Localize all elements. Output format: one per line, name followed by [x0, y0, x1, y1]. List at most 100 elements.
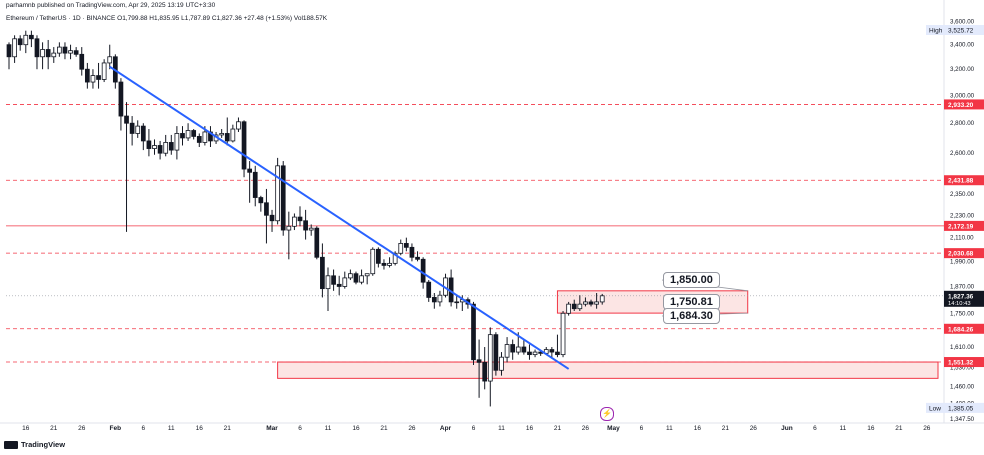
- candle-body-10: [62, 46, 68, 54]
- level-badge-3: [944, 248, 984, 259]
- candle-body-13: [79, 53, 85, 70]
- candle-body-63: [359, 275, 364, 283]
- candle-body-105: [594, 301, 599, 305]
- candle-body-18: [107, 56, 113, 64]
- time-tick-14: Apr: [440, 425, 452, 432]
- level-badge-2: [944, 220, 984, 231]
- time-tick-3: Feb: [110, 425, 122, 432]
- candle-body-0: [6, 44, 12, 58]
- candle-body-54: [308, 227, 314, 231]
- price-tick-16: 1,347.50: [950, 416, 975, 423]
- lightning-icon[interactable]: ⚡: [600, 407, 614, 421]
- time-tick-30: 21: [895, 425, 903, 432]
- candle-body-9: [57, 46, 62, 54]
- candle-body-51: [292, 216, 297, 227]
- candle-body-59: [336, 283, 342, 287]
- time-tick-0: 16: [22, 425, 30, 432]
- candle-body-17: [101, 62, 107, 80]
- candle-body-55: [314, 227, 320, 258]
- candle-body-43: [247, 168, 253, 173]
- time-tick-29: 16: [867, 425, 875, 432]
- high-badge: [926, 25, 984, 36]
- price-tick-10: 1,870.00: [950, 283, 975, 290]
- candle-body-14: [84, 68, 90, 83]
- level-badge-0: [944, 99, 984, 110]
- countdown-text: 14:10:43: [948, 301, 971, 307]
- candle-body-67: [381, 262, 387, 266]
- low-value: 1,385.05: [948, 405, 974, 412]
- candle-body-56: [320, 256, 325, 290]
- level-badge-text-2: 2,172.19: [948, 223, 974, 230]
- price-tick-11: 1,750.00: [950, 310, 975, 317]
- time-tick-1: 21: [50, 425, 58, 432]
- low-badge: [926, 402, 984, 413]
- level-badge-text-5: 1,551.32: [948, 360, 974, 367]
- current-price-badge: [944, 290, 984, 307]
- candle-body-84: [476, 359, 482, 363]
- candle-body-20: [118, 81, 124, 117]
- time-tick-2: 26: [78, 425, 86, 432]
- candle-body-69: [392, 252, 398, 264]
- time-tick-18: 21: [554, 425, 562, 432]
- candle-body-60: [342, 277, 348, 287]
- time-tick-15: 6: [472, 425, 476, 432]
- price-tick-3: 3,000.00: [950, 92, 975, 99]
- trendline: [109, 65, 570, 370]
- candle-body-106: [599, 295, 605, 303]
- symbol-ohlc-line: Ethereum / TetherUS · 1D · BINANCE O1,79…: [6, 15, 328, 22]
- candle-body-33: [191, 130, 197, 137]
- level-badge-text-1: 2,431.88: [948, 178, 974, 185]
- candle-body-7: [45, 49, 51, 58]
- candle-body-41: [236, 121, 241, 130]
- price-tick-0: 3,600.00: [950, 19, 975, 26]
- price-tick-9: 1,990.00: [950, 258, 975, 265]
- time-tick-13: 26: [408, 425, 416, 432]
- candle-body-6: [40, 49, 45, 58]
- low-label: Low: [929, 405, 941, 412]
- candle-body-73: [415, 256, 420, 260]
- tradingview-logo: TradingView: [4, 440, 65, 450]
- candle-body-40: [230, 128, 236, 142]
- level-badge-5: [944, 357, 984, 368]
- callout-1850: 1,850.00: [663, 272, 720, 288]
- price-tick-13: 1,530.00: [950, 365, 975, 372]
- time-tick-20: May: [607, 425, 620, 432]
- time-tick-17: 16: [526, 425, 534, 432]
- time-tick-11: 16: [352, 425, 360, 432]
- price-tick-2: 3,200.00: [950, 66, 975, 73]
- zone-1: [277, 361, 939, 379]
- time-tick-5: 11: [168, 425, 175, 432]
- time-tick-7: 21: [224, 425, 232, 432]
- time-tick-16: 11: [498, 425, 505, 432]
- candle-body-2: [17, 38, 23, 46]
- candle-body-87: [493, 334, 499, 371]
- candle-body-90: [510, 344, 516, 353]
- candle-body-47: [269, 214, 275, 222]
- candle-body-86: [487, 334, 493, 382]
- candle-body-38: [219, 133, 225, 136]
- candle-body-75: [426, 281, 432, 298]
- candle-body-49: [280, 165, 286, 231]
- time-tick-27: 6: [813, 425, 817, 432]
- candle-body-29: [168, 142, 174, 151]
- candle-body-104: [588, 301, 594, 305]
- high-label: High: [929, 28, 943, 35]
- candle-body-5: [34, 38, 40, 58]
- time-tick-10: 11: [325, 425, 332, 432]
- candle-body-45: [258, 197, 264, 204]
- candle-body-88: [499, 356, 504, 371]
- candle-body-74: [420, 258, 426, 283]
- high-value: 3,525.72: [948, 28, 974, 35]
- time-tick-6: 16: [196, 425, 204, 432]
- candle-body-99: [560, 312, 566, 356]
- candle-body-11: [68, 50, 73, 54]
- candle-body-92: [521, 346, 527, 353]
- time-tick-19: 26: [582, 425, 590, 432]
- price-tick-7: 2,230.00: [950, 212, 975, 219]
- level-badge-4: [944, 323, 984, 334]
- candle-body-44: [252, 171, 258, 198]
- candle-body-30: [174, 133, 180, 151]
- candle-body-102: [577, 303, 583, 310]
- candle-body-46: [264, 202, 269, 216]
